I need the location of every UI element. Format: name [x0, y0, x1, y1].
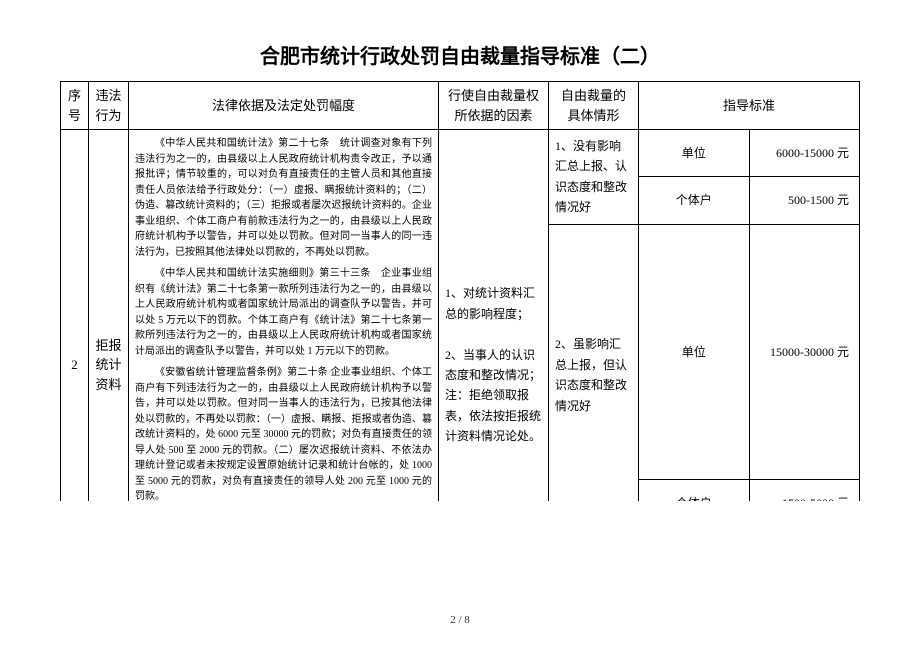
cell-seq: 2 — [61, 130, 89, 502]
cell-act: 拒报统计资料 — [89, 130, 129, 502]
header-row: 序号 违法行为 法律依据及法定处罚幅度 行使自由裁量权所依据的因素 自由裁量的具… — [61, 82, 860, 130]
law-para-3: 《安徽省统计管理监督条例》第二十条 企业事业组织、个体工商户有下列违法行为之一的… — [135, 365, 432, 501]
cell-std-2b: 1500-5000 元 — [749, 479, 860, 501]
law-para-2: 《中华人民共和国统计法实施细则》第三十三条 企业事业组织有《统计法》第二十七条第… — [135, 266, 432, 359]
header-factor: 行使自由裁量权所依据的因素 — [439, 82, 549, 130]
header-seq: 序号 — [61, 82, 89, 130]
page-title: 合肥市统计行政处罚自由裁量指导标准（二） — [60, 40, 860, 69]
cell-unit-2b: 个体户 — [639, 479, 750, 501]
page-number: 2 / 8 — [0, 614, 920, 626]
cell-law: 《中华人民共和国统计法》第二十七条 统计调查对象有下列违法行为之一的，由县级以上… — [129, 130, 439, 502]
cell-situation-1: 1、没有影响汇总上报、认识态度和整改情况好 — [549, 130, 639, 225]
cell-unit-1b: 个体户 — [639, 177, 750, 224]
cell-std-1b: 500-1500 元 — [749, 177, 860, 224]
table-clip: 序号 违法行为 法律依据及法定处罚幅度 行使自由裁量权所依据的因素 自由裁量的具… — [60, 81, 860, 501]
header-standard: 指导标准 — [639, 82, 860, 130]
header-act: 违法行为 — [89, 82, 129, 130]
header-law: 法律依据及法定处罚幅度 — [129, 82, 439, 130]
cell-std-2a: 15000-30000 元 — [749, 224, 860, 479]
cell-factor: 1、对统计资料汇总的影响程度； 2、当事人的认识态度和整改情况； 注：拒绝领取报… — [439, 130, 549, 502]
cell-unit-1a: 单位 — [639, 130, 750, 177]
cell-std-1a: 6000-15000 元 — [749, 130, 860, 177]
data-row: 2 拒报统计资料 《中华人民共和国统计法》第二十七条 统计调查对象有下列违法行为… — [61, 130, 860, 177]
cell-situation-2: 2、虽影响汇总上报，但认识态度和整改情况好 — [549, 224, 639, 501]
header-situation: 自由裁量的具体情形 — [549, 82, 639, 130]
cell-unit-2a: 单位 — [639, 224, 750, 479]
law-para-1: 《中华人民共和国统计法》第二十七条 统计调查对象有下列违法行为之一的，由县级以上… — [135, 136, 432, 260]
regulation-table: 序号 违法行为 法律依据及法定处罚幅度 行使自由裁量权所依据的因素 自由裁量的具… — [60, 81, 860, 501]
